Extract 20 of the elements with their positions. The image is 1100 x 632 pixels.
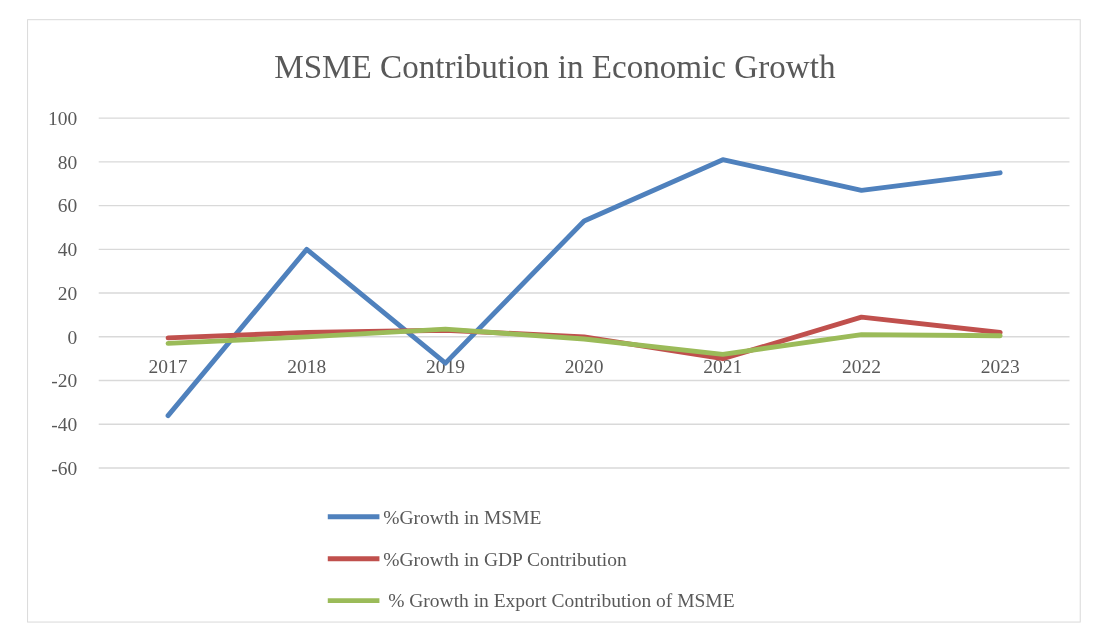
y-tick-label: -60: [51, 457, 78, 479]
x-tick-label: 2018: [287, 355, 327, 377]
legend-label: %Growth in GDP Contribution: [383, 548, 627, 570]
y-tick-label: 60: [57, 195, 78, 217]
legend-label: % Growth in Export Contribution of MSME: [383, 590, 735, 612]
y-tick-label: 0: [67, 326, 78, 348]
x-tick-label: 2017: [148, 355, 188, 377]
x-tick-label: 2020: [564, 355, 604, 377]
legend-label: %Growth in MSME: [383, 506, 542, 528]
y-tick-label: 40: [57, 239, 78, 261]
y-tick-label: -20: [51, 370, 78, 392]
x-tick-label: 2023: [980, 355, 1020, 377]
x-tick-label: 2021: [703, 355, 743, 377]
y-tick-label: -40: [51, 414, 78, 436]
y-tick-label: 80: [57, 151, 78, 173]
x-tick-label: 2022: [842, 355, 881, 377]
line-series: [165, 326, 1003, 357]
y-tick-label: 100: [48, 107, 78, 129]
y-tick-label: 20: [57, 282, 78, 304]
chart-title: MSME Contribution in Economic Growth: [274, 48, 836, 86]
